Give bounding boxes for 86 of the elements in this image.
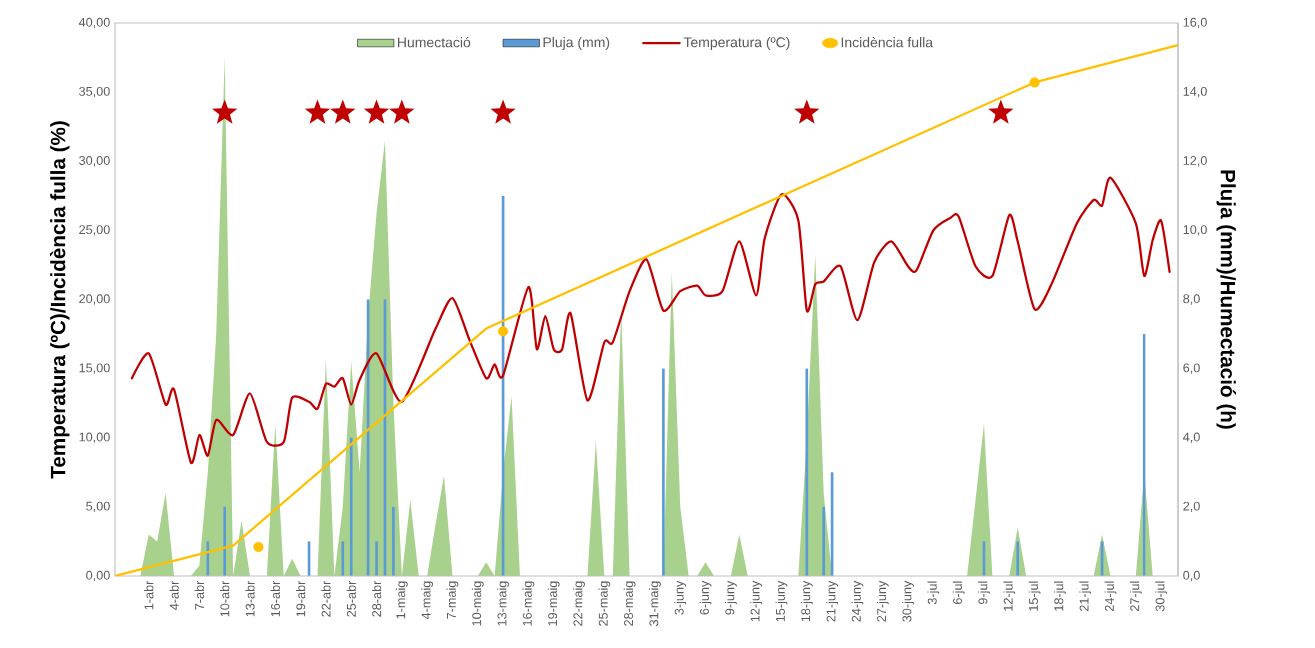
- y2-axis-title: Pluja (mm)/Humectació (h): [1216, 170, 1236, 429]
- point: [490, 99, 516, 124]
- x-tick-label: 25-abr: [346, 580, 356, 617]
- line-series: [130, 176, 1171, 464]
- y2-tick-label: 16,0: [1183, 17, 1207, 29]
- y-tick-label: 40,00: [78, 17, 110, 29]
- x-tick-label: 6-jul: [952, 581, 965, 604]
- x-tick-label: 16-abr: [270, 580, 280, 617]
- x-tick-label: 21-jul: [1079, 581, 1092, 612]
- x-tick-label: 31-maig: [649, 581, 661, 626]
- x-tick-label: 19-abr: [295, 580, 306, 617]
- y2-tick-label: 2,0: [1183, 501, 1200, 513]
- y2-tick-label: 8,0: [1183, 294, 1200, 305]
- bar: [375, 541, 378, 576]
- y-tick-label: 0,00: [86, 570, 110, 582]
- x-tick-label: 12-juny: [750, 580, 763, 622]
- x-tick-label: 28-abr: [371, 580, 382, 617]
- y2-tick-label: 10,0: [1183, 225, 1207, 236]
- point: [363, 99, 390, 124]
- y-axis-title: Temperatura (ºC)/Incidència fulla (%): [50, 121, 70, 479]
- x-tick-label: 22-abr: [321, 580, 331, 617]
- x-tick-label: 30-juny: [902, 580, 914, 622]
- x-tick-label: 9-jul: [978, 581, 990, 605]
- x-tick-label: 24-juny: [851, 580, 864, 622]
- y2-tick-label: 6,0: [1183, 363, 1200, 374]
- x-tick-label: 21-juny: [826, 580, 839, 622]
- x-tick-label: 28-maig: [623, 581, 636, 626]
- x-tick-label: 10-abr: [220, 580, 230, 617]
- y2-tick-label: 12,0: [1183, 156, 1207, 167]
- x-tick-label: 4-abr: [169, 580, 179, 610]
- y-tick-label: 25,00: [79, 225, 110, 236]
- x-tick-label: 6-juny: [699, 580, 712, 615]
- x-tick-label: 24-jul: [1104, 581, 1117, 612]
- bar: [341, 541, 345, 576]
- x-tick-label: 9-juny: [724, 580, 737, 615]
- point: [253, 541, 264, 553]
- x-tick-label: 13-maig: [497, 581, 509, 626]
- bar: [822, 506, 825, 576]
- point: [1029, 77, 1040, 88]
- legend-label: Incidència fulla: [841, 36, 934, 48]
- x-tick-label: 12-jul: [1003, 581, 1016, 611]
- x-tick-label: 3-jul: [927, 581, 940, 605]
- x-tick-label: 19-maig: [547, 581, 560, 626]
- x-tick-label: 25-maig: [598, 581, 611, 626]
- bar: [662, 368, 665, 576]
- x-tick-label: 4-maig: [421, 581, 434, 620]
- x-tick-label: 13-abr: [245, 580, 255, 617]
- legend-label: Pluja (mm): [543, 36, 610, 51]
- point: [498, 326, 509, 337]
- y-tick-label: 5,00: [86, 501, 110, 513]
- bar: [805, 368, 809, 576]
- x-tick-label: 27-jul: [1129, 581, 1142, 612]
- y-tick-label: 20,00: [79, 294, 110, 305]
- bar: [392, 506, 395, 576]
- point: [389, 99, 415, 124]
- y-tick-label: 15,00: [79, 363, 110, 374]
- y2-tick-label: 4,0: [1183, 432, 1200, 443]
- point: [988, 99, 1014, 124]
- point: [304, 99, 331, 124]
- x-tick-label: 27-juny: [876, 580, 889, 622]
- x-tick-label: 1-maig: [395, 581, 408, 619]
- legend-label: Humectació: [398, 36, 471, 48]
- x-tick-label: 15-juny: [775, 580, 788, 622]
- x-tick-label: 22-maig: [573, 581, 585, 626]
- x-tick-label: 30-jul: [1155, 581, 1168, 612]
- legend-label: Temperatura (ºC): [683, 36, 790, 51]
- point: [794, 99, 820, 124]
- y2-tick-label: 0,0: [1183, 570, 1200, 582]
- x-tick-label: 18-juny: [800, 580, 813, 622]
- x-tick-label: 18-jul: [1053, 581, 1066, 611]
- bar: [223, 506, 227, 576]
- y-tick-label: 10,00: [79, 432, 110, 443]
- y-tick-label: 30,00: [79, 156, 110, 167]
- x-tick-label: 15-jul: [1028, 581, 1041, 611]
- x-tick-label: 7-abr: [194, 580, 205, 610]
- bar: [349, 437, 353, 576]
- bar: [1016, 541, 1020, 576]
- x-tick-label: 1-abr: [144, 580, 154, 610]
- y-tick-label: 35,00: [79, 86, 110, 98]
- x-tick-label: 10-maig: [471, 581, 484, 626]
- point: [330, 99, 356, 124]
- x-tick-label: 3-juny: [674, 580, 687, 615]
- x-tick-label: 7-maig: [446, 581, 459, 619]
- x-tick-label: 16-maig: [522, 581, 535, 626]
- point: [212, 99, 238, 124]
- y2-tick-label: 14,0: [1183, 86, 1207, 98]
